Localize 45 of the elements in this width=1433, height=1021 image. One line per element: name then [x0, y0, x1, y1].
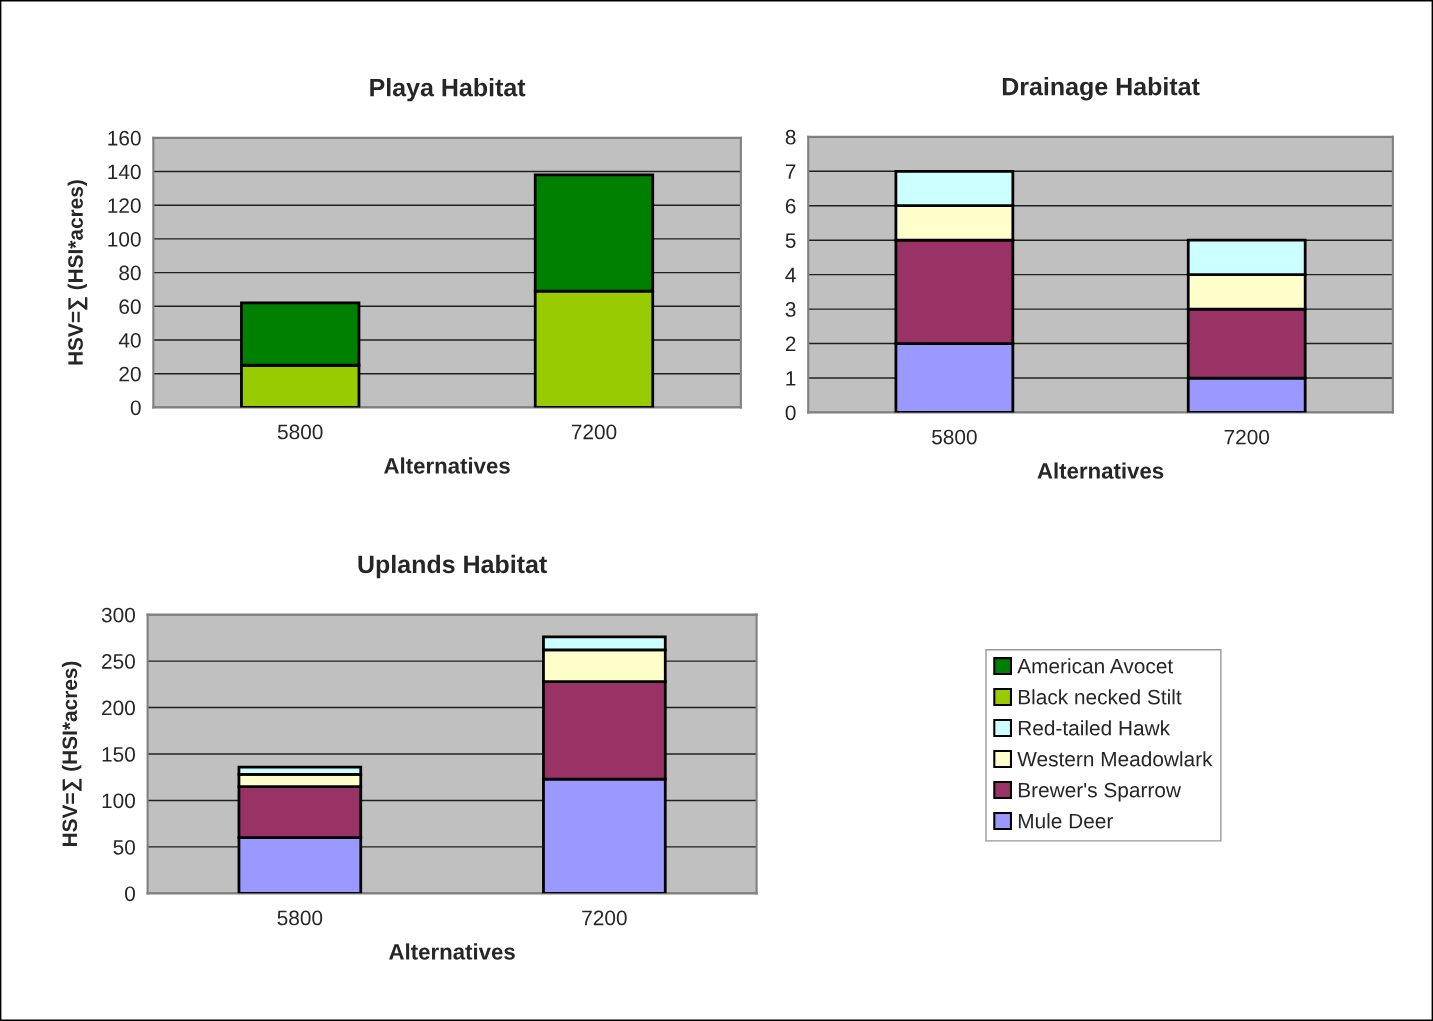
y-tick-label: 40 [118, 332, 141, 348]
x-tick-label: 5800 [932, 429, 977, 445]
y-tick-label: 3 [785, 302, 796, 317]
x-axis-title: Alternatives [389, 943, 515, 960]
y-tick-label: 60 [119, 299, 141, 315]
chart-title: Uplands Habitat [358, 554, 547, 579]
y-tick-label: 150 [102, 747, 135, 762]
y-tick-label: 2 [785, 336, 796, 352]
x-axis-title: Alternatives [384, 457, 510, 474]
y-tick-label: 5 [785, 233, 796, 248]
chart-title: Drainage Habitat [1002, 77, 1200, 101]
legend-label: Brewer's Sparrow [1018, 782, 1182, 802]
y-tick-label: 6 [785, 198, 796, 214]
y-tick-label: 140 [108, 164, 141, 180]
y-tick-label: 0 [130, 400, 141, 416]
y-tick-label: 20 [119, 366, 141, 382]
legend-label: Black necked Stilt [1018, 689, 1182, 705]
y-tick-label: 1 [786, 371, 796, 386]
y-tick-label: 8 [785, 129, 796, 145]
y-tick-label: 7 [785, 164, 796, 179]
y-tick-label: 250 [102, 654, 135, 669]
legend-label: American Avocet [1017, 658, 1174, 674]
y-tick-label: 200 [102, 700, 135, 716]
x-tick-label: 7200 [1224, 429, 1270, 445]
x-tick-label: 5800 [277, 910, 323, 926]
y-tick-label: 100 [108, 231, 141, 247]
legend-label: Red-tailed Hawk [1018, 720, 1171, 736]
y-axis-title: HSV=∑ (HSI*acres) [67, 180, 88, 365]
y-tick-label: 160 [108, 130, 141, 146]
legend-label: Mule Deer [1018, 813, 1113, 829]
y-tick-label: 100 [102, 793, 135, 809]
y-tick-label: 300 [101, 607, 135, 623]
y-tick-label: 50 [113, 839, 135, 855]
y-tick-label: 80 [119, 265, 141, 281]
y-axis-title: HSV=∑ (HSI*acres) [61, 661, 82, 847]
y-tick-label: 4 [785, 267, 796, 283]
x-axis-title: Alternatives [1037, 462, 1164, 479]
x-tick-label: 7200 [571, 424, 617, 440]
legend-label: Western Meadowlark [1017, 751, 1213, 767]
x-tick-label: 7200 [582, 910, 627, 926]
y-tick-label: 120 [108, 198, 141, 213]
chart-title: Playa Habitat [370, 78, 526, 102]
y-tick-label: 0 [125, 886, 135, 902]
y-tick-label: 0 [785, 405, 796, 421]
x-tick-label: 5800 [277, 424, 323, 440]
